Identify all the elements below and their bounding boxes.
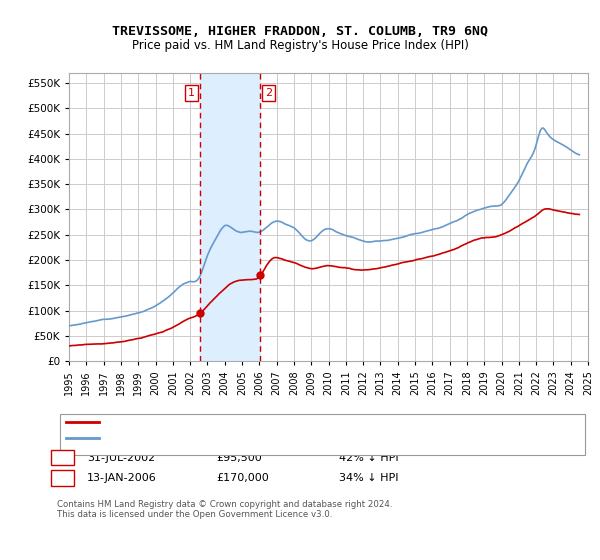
Text: TREVISSOME, HIGHER FRADDON, ST. COLUMB, TR9 6NQ: TREVISSOME, HIGHER FRADDON, ST. COLUMB, … xyxy=(112,25,488,38)
Bar xyxy=(200,73,260,361)
Text: £95,500: £95,500 xyxy=(216,452,262,463)
Text: 42% ↓ HPI: 42% ↓ HPI xyxy=(339,452,398,463)
Text: HPI: Average price, detached house, Cornwall: HPI: Average price, detached house, Corn… xyxy=(105,433,332,444)
Text: 2: 2 xyxy=(265,88,272,98)
Text: Contains HM Land Registry data © Crown copyright and database right 2024.
This d: Contains HM Land Registry data © Crown c… xyxy=(57,500,392,519)
Text: 31-JUL-2002: 31-JUL-2002 xyxy=(87,452,155,463)
Text: Price paid vs. HM Land Registry's House Price Index (HPI): Price paid vs. HM Land Registry's House … xyxy=(131,39,469,52)
Text: 2: 2 xyxy=(59,472,66,485)
Text: TREVISSOME, HIGHER FRADDON, ST. COLUMB, TR9 6NQ (detached house): TREVISSOME, HIGHER FRADDON, ST. COLUMB, … xyxy=(105,417,475,427)
Text: £170,000: £170,000 xyxy=(216,473,269,483)
Text: 13-JAN-2006: 13-JAN-2006 xyxy=(87,473,157,483)
Text: 34% ↓ HPI: 34% ↓ HPI xyxy=(339,473,398,483)
Text: 1: 1 xyxy=(59,451,66,464)
Text: 1: 1 xyxy=(188,88,195,98)
